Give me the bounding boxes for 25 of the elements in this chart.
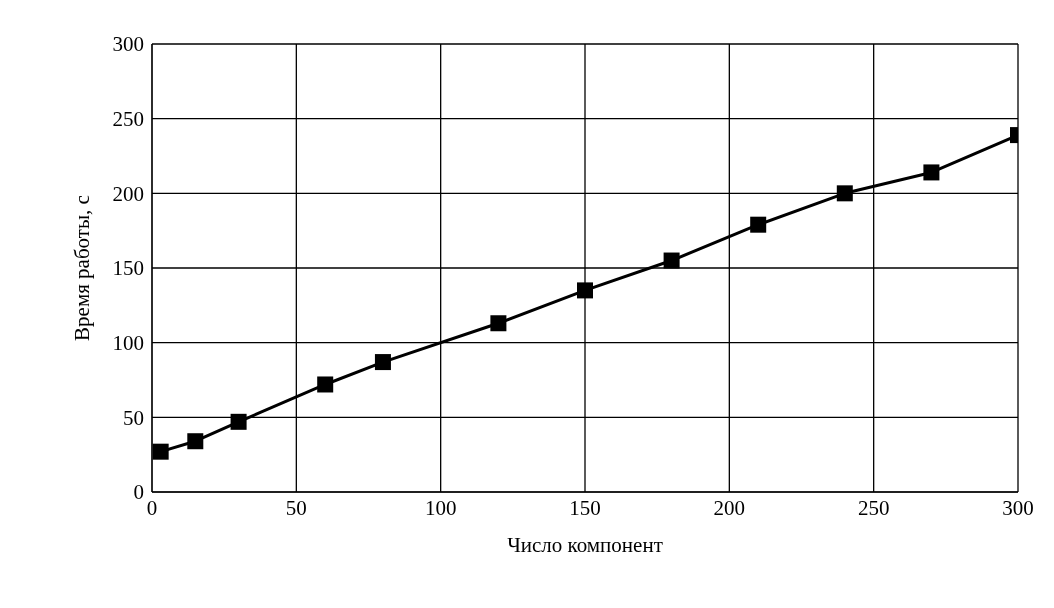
point (663, 252, 680, 269)
point (750, 216, 767, 233)
point (187, 433, 204, 450)
point (152, 443, 169, 460)
point (836, 185, 853, 202)
x-tick-label: 50 (285, 495, 307, 520)
point (374, 354, 391, 371)
point (923, 164, 940, 181)
x-tick-label: 300 (1002, 495, 1034, 520)
y-axis-title: Время работы, с (70, 195, 95, 341)
y-tick-label: 300 (112, 32, 144, 57)
y-tick-label: 250 (112, 107, 144, 132)
x-tick-label: 150 (569, 495, 601, 520)
point (317, 376, 334, 393)
point (577, 282, 593, 299)
x-tick-label: 200 (713, 495, 746, 520)
x-axis-title: Число компонент (507, 533, 663, 557)
point (490, 315, 507, 332)
y-tick-label: 200 (112, 181, 144, 206)
y-tick-label: 50 (123, 405, 144, 430)
y-tick-label: 150 (112, 256, 144, 281)
x-tick-label: 100 (424, 495, 457, 520)
y-tick-label: 100 (112, 331, 144, 356)
point (230, 413, 247, 430)
x-tick-label: 250 (857, 495, 890, 520)
